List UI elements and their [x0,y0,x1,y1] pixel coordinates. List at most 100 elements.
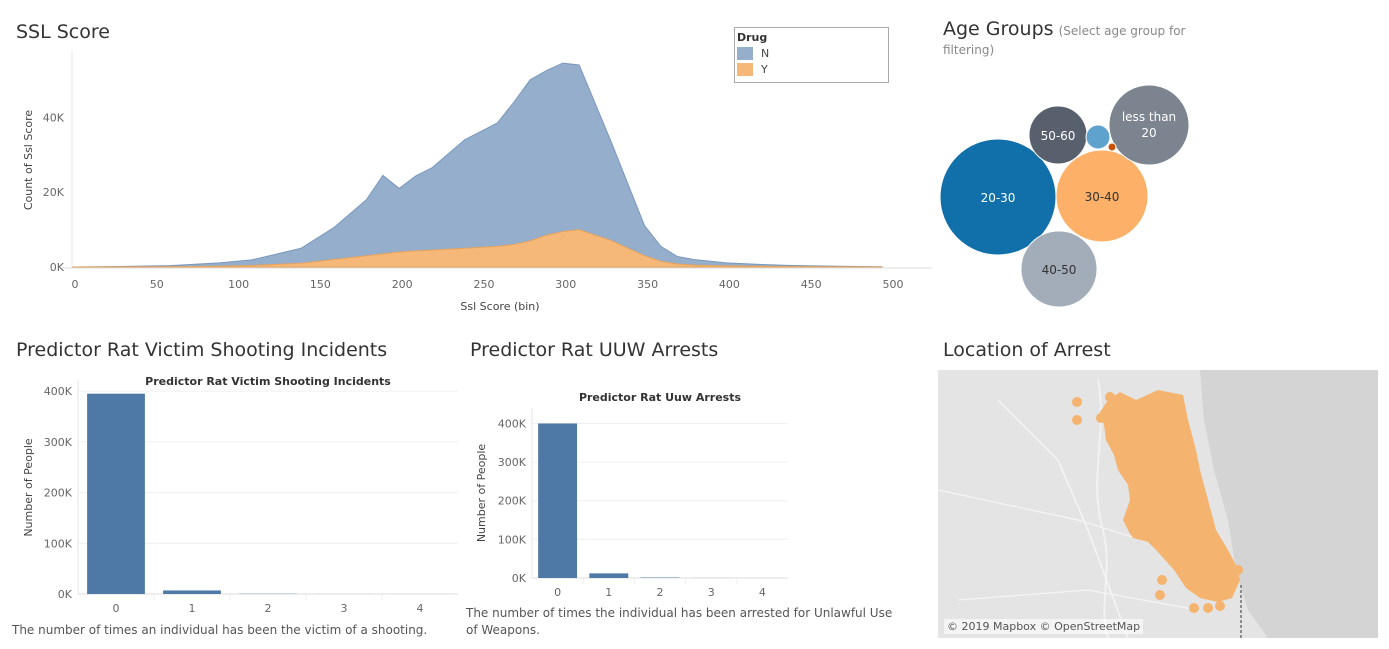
ssl-score-title: SSL Score [16,21,110,43]
x-tick-label: 300 [555,278,576,291]
x-tick-label: 500 [883,278,904,291]
arrest-point[interactable] [1096,413,1106,423]
location-of-arrest-title: Location of Arrest [943,339,1111,361]
legend-title: Drug [737,31,768,44]
x-tick-label: 150 [310,278,331,291]
map-layer [938,370,1378,638]
bubble-30-40[interactable]: 30-40 [1055,149,1149,243]
bubble-label: 50-60 [1041,129,1076,143]
victim-shooting-caption: The number of times an individual has be… [12,623,428,637]
map-attribution: © 2019 Mapbox © OpenStreetMap [944,619,1144,634]
series-area-y[interactable] [71,229,883,268]
bubble-circle[interactable] [1085,124,1111,150]
series-area-n[interactable] [71,62,883,268]
bar-1[interactable] [589,573,629,578]
x-tick-label: 0 [554,586,561,599]
bubble-label: 20 [1141,126,1156,140]
x-tick-label: 2 [265,602,272,615]
victim-shooting-section-title: Predictor Rat Victim Shooting Incidents [16,339,388,361]
y-tick-label: 200K [44,487,73,500]
x-tick-label: 2 [657,586,664,599]
bubble-label: 20-30 [981,191,1016,205]
x-tick-label: 3 [341,602,348,615]
y-tick-label: 0K [512,572,527,585]
uuw-arrests-bar-chart[interactable]: Predictor Rat Uuw Arrests 0K 100K 200K 300K 4… [455,380,915,605]
bubble-label: 30-40 [1085,190,1120,204]
y-tick-label: 100K [498,533,527,546]
ssl-score-area-chart[interactable]: 0K 20K 40K 0 50 100 150 200 250 300 350 400 450 500 Ss… [0,40,935,320]
road-line [957,589,1199,611]
y-tick-label: 200K [498,495,527,508]
legend-item-y[interactable]: Y [735,60,888,78]
x-axis-title: Ssl Score (bin) [460,300,539,313]
bubble-less-than-20[interactable]: less than 20 [1108,84,1190,166]
bar-0[interactable] [87,393,145,594]
bubble-circle[interactable] [1055,149,1149,243]
y-tick-label: 20K [43,186,65,199]
age-groups-note: (Select age group for filtering) [943,24,1186,57]
x-tick-label: 1 [189,602,196,615]
bubble-circle[interactable] [1108,84,1190,166]
x-tick-label: 400 [719,278,740,291]
age-groups-bubble-chart[interactable]: 20-30 30-40 40-50 50-60 less than 20 [0,0,1389,320]
bubble-label: less than [1122,110,1176,124]
arrest-point[interactable] [1111,429,1121,439]
y-tick-label: 0K [58,588,73,601]
lake-michigan [1200,370,1378,638]
x-tick-label: 50 [150,278,164,291]
y-tick-label: 100K [44,537,73,550]
bubble-50-60[interactable]: 50-60 [1028,105,1088,165]
y-tick-label: 300K [498,456,527,469]
bar-chart-title: Predictor Rat Victim Shooting Incidents [145,375,391,388]
y-tick-label: 0K [50,261,65,274]
arrest-point[interactable] [1105,392,1115,402]
x-tick-label: 0 [113,602,120,615]
x-tick-label: 450 [801,278,822,291]
arrest-point[interactable] [1233,565,1243,575]
bubble-circle[interactable] [1020,230,1098,308]
arrest-point[interactable] [1157,575,1167,585]
y-tick-label: 300K [44,436,73,449]
legend-label-y: Y [761,62,768,76]
legend-swatch-n [737,46,753,60]
age-groups-header: Age Groups (Select age group for filteri… [943,18,1193,59]
uuw-arrests-caption: The number of times the individual has b… [466,606,893,637]
y-axis-title: Count of Ssl Score [22,110,35,211]
arrest-point[interactable] [1203,603,1213,613]
x-tick-label: 100 [228,278,249,291]
bubble-unlabeled[interactable] [1085,124,1111,150]
bubble-label: 40-50 [1042,263,1077,277]
bar-1[interactable] [163,590,221,594]
y-axis-title: Number of People [475,444,488,543]
x-tick-label: 4 [417,602,424,615]
x-tick-label: 0 [72,278,79,291]
legend-swatch-y [737,62,753,76]
legend-item-n[interactable]: N [735,44,888,62]
legend-label-n: N [761,46,770,60]
bubble-unlabeled[interactable] [1107,142,1117,152]
arrest-point[interactable] [1215,601,1225,611]
victim-shooting-bar-chart[interactable]: Predictor Rat Victim Shooting Incidents 0… [0,365,460,620]
arrest-density-region[interactable] [1100,390,1240,602]
bar-0[interactable] [538,423,578,578]
x-tick-label: 3 [708,586,715,599]
arrest-point[interactable] [1072,397,1082,407]
age-groups-title: Age Groups [943,18,1054,40]
y-tick-label: 40K [43,111,65,124]
x-tick-label: 200 [392,278,413,291]
arrest-point[interactable] [1189,603,1199,613]
arrest-point[interactable] [1215,587,1225,597]
drug-legend[interactable]: Drug N Y [734,27,889,83]
bubble-circle[interactable] [1107,142,1117,152]
y-tick-label: 400K [498,417,527,430]
x-tick-label: 1 [605,586,612,599]
uuw-arrests-section-title: Predictor Rat UUW Arrests [470,339,719,361]
arrest-point[interactable] [1155,590,1165,600]
arrest-point[interactable] [1129,523,1143,537]
arrest-location-map[interactable]: © 2019 Mapbox © OpenStreetMap [938,370,1378,638]
arrest-point[interactable] [1072,415,1082,425]
bubble-40-50[interactable]: 40-50 [1020,230,1098,308]
y-axis-title: Number of People [22,438,35,537]
bubble-20-30[interactable]: 20-30 [939,138,1057,256]
bar-chart-title: Predictor Rat Uuw Arrests [579,391,742,404]
